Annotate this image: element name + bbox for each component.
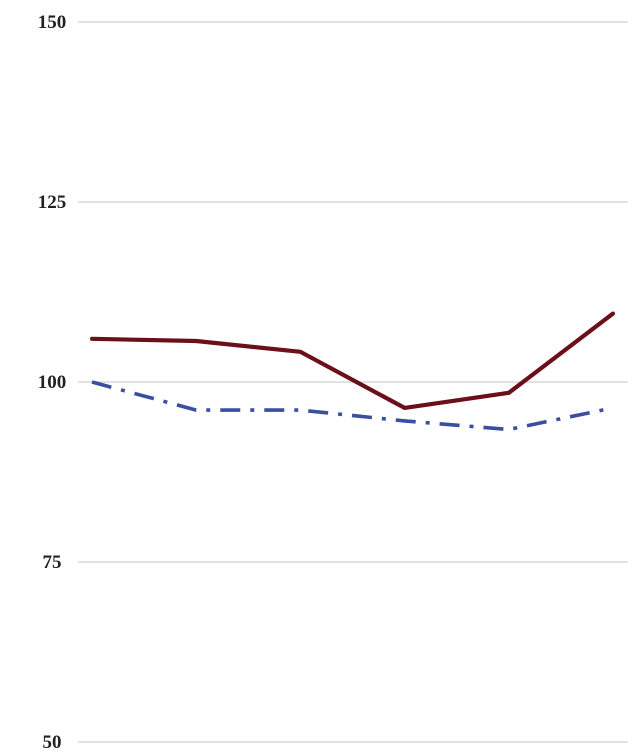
y-tick-label: 150 bbox=[38, 12, 67, 33]
y-tick-label: 100 bbox=[38, 372, 67, 393]
series-layer bbox=[89, 311, 616, 432]
series-line-1 bbox=[89, 311, 616, 410]
y-tick-label: 125 bbox=[38, 192, 67, 213]
y-tick-label: 75 bbox=[43, 552, 62, 573]
y-axis-tick-labels: 50 75 100 125 150 bbox=[38, 12, 67, 753]
y-tick-label: 50 bbox=[43, 732, 62, 753]
series-line-2 bbox=[91, 380, 614, 432]
